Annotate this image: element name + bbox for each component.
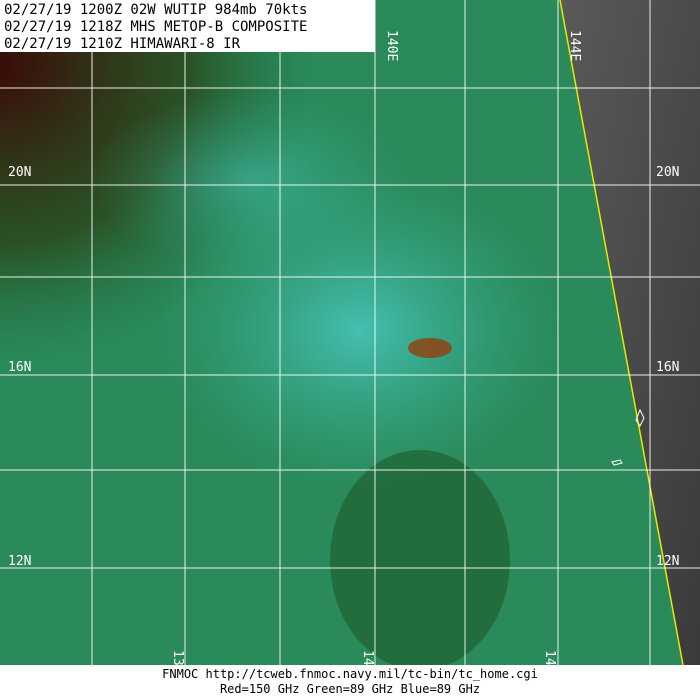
- lat-label: 16N: [8, 360, 31, 375]
- lat-label: 20N: [8, 165, 31, 180]
- footer-box: [0, 665, 700, 700]
- lat-label: 20N: [656, 165, 679, 180]
- lat-label: 16N: [656, 360, 679, 375]
- lat-label: 12N: [8, 554, 31, 569]
- header-line: 02/27/19 1210Z HIMAWARI-8 IR: [4, 36, 241, 52]
- lon-label: 140E: [384, 30, 399, 61]
- header-box: [0, 0, 375, 52]
- lon-label: 144E: [567, 30, 582, 61]
- footer-line: Red=150 GHz Green=89 GHz Blue=89 GHz: [220, 682, 480, 696]
- imagery: [0, 0, 700, 670]
- footer-line: FNMOC http://tcweb.fnmoc.navy.mil/tc-bin…: [162, 667, 538, 681]
- header-line: 02/27/19 1200Z 02W WUTIP 984mb 70kts: [4, 2, 307, 18]
- lat-label: 12N: [656, 554, 679, 569]
- header-line: 02/27/19 1218Z MHS METOP-B COMPOSITE: [4, 19, 307, 35]
